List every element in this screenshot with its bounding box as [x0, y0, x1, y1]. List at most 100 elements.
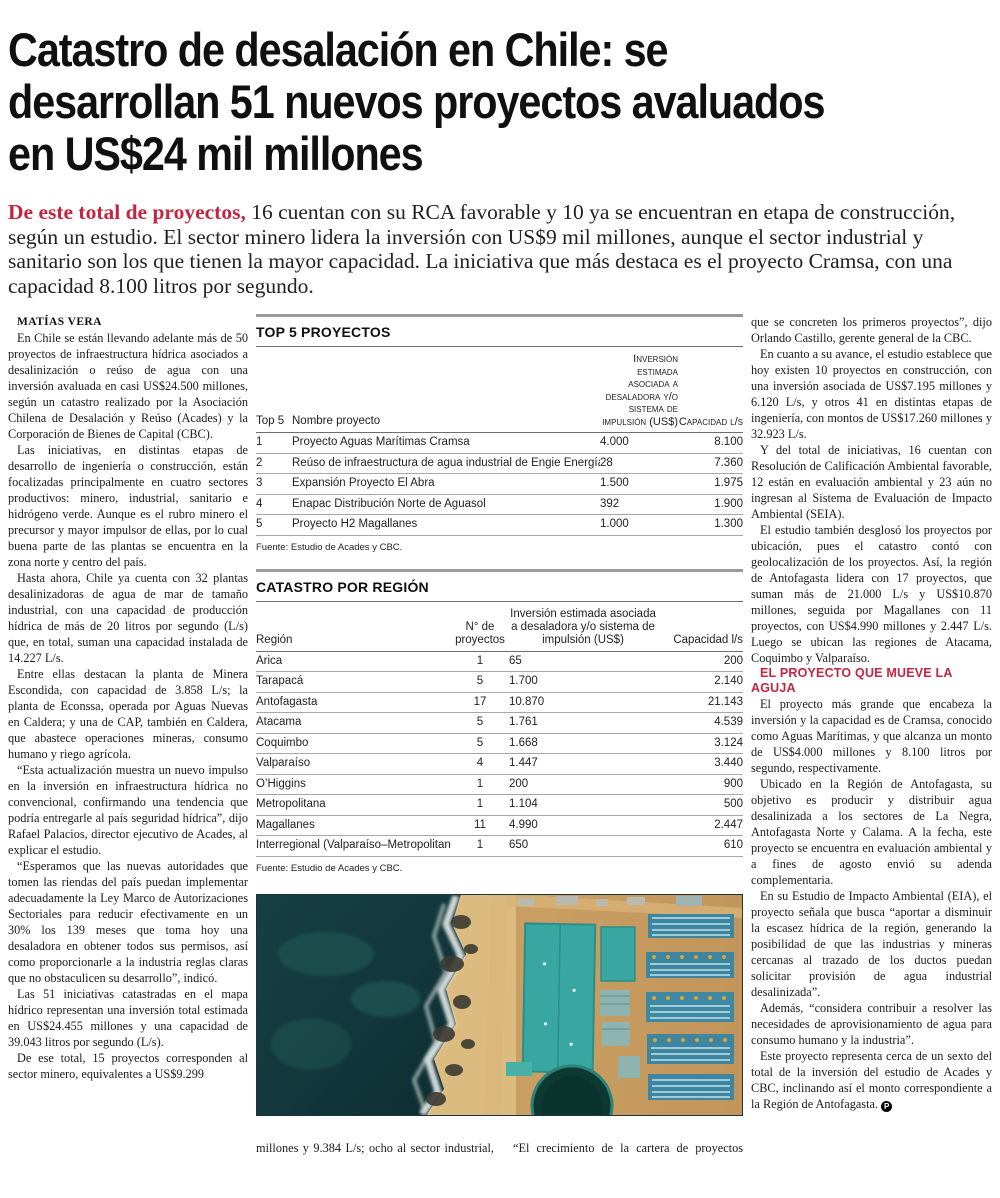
table-row: 5 Proyecto H2 Magallanes 1.000 1.300 — [256, 514, 743, 536]
cell-capacity: 3.440 — [657, 753, 743, 775]
cell-investment: 1.668 — [509, 733, 657, 754]
region-catastro-table: Región N° de proyectos Inversión estimad… — [256, 601, 743, 857]
cell-capacity: 21.143 — [657, 692, 743, 713]
cell-projects: 11 — [451, 815, 509, 836]
headline: Catastro de desalación en Chile: se desa… — [8, 24, 992, 180]
article-body: MATÍAS VERA En Chile se están llevando a… — [8, 314, 992, 1156]
cell-investment: 1.761 — [509, 712, 657, 734]
cell-name: Reúso de infraestructura de agua industr… — [292, 453, 600, 474]
cell-capacity: 3.124 — [657, 733, 743, 754]
left-column: MATÍAS VERA En Chile se están llevando a… — [8, 314, 248, 1156]
cell-capacity: 610 — [657, 835, 743, 857]
article-end-icon: P — [881, 1101, 893, 1112]
cell-name: Enapac Distribución Norte de Aguasol — [292, 494, 600, 515]
top5-projects-box: TOP 5 PROYECTOS Top 5 Nombre proyecto In… — [256, 314, 743, 553]
headline-line: desarrollan 51 nuevos proyectos avaluado… — [8, 75, 825, 128]
cell-rank: 2 — [256, 453, 292, 474]
cell-projects: 1 — [451, 774, 509, 795]
cell-investment: 1.500 — [600, 473, 678, 495]
cell-capacity: 1.300 — [678, 514, 743, 536]
cell-region: O’Higgins — [256, 774, 451, 795]
table-row: Arica 1 65 200 — [256, 651, 743, 672]
body-paragraph: El estudio también desglosó los proyecto… — [751, 523, 992, 665]
cell-investment: 650 — [509, 835, 657, 857]
table-source: Fuente: Estudio de Acades y CBC. — [256, 541, 403, 553]
cell-projects: 5 — [451, 671, 509, 693]
body-paragraph: En su Estudio de Impacto Ambiental (EIA)… — [751, 889, 992, 999]
cell-projects: 4 — [451, 753, 509, 775]
cell-investment: 392 — [600, 494, 678, 515]
top5-header-rank: Top 5 — [256, 347, 292, 433]
cell-projects: 1 — [451, 651, 509, 672]
cell-rank: 4 — [256, 494, 292, 515]
cell-capacity: 8.100 — [678, 432, 743, 454]
cell-region: Interregional (Valparaíso–Metropolitana) — [256, 835, 451, 857]
top5-header-name: Nombre proyecto — [292, 347, 600, 433]
cell-region: Coquimbo — [256, 733, 451, 754]
cell-name: Expansión Proyecto El Abra — [292, 473, 600, 495]
body-paragraph: Y del total de iniciativas, 16 cuentan c… — [751, 443, 992, 521]
cell-name: Proyecto H2 Magallanes — [292, 514, 600, 536]
lede-body: 16 cuentan con su RCA favorable y 10 ya … — [8, 200, 956, 298]
cell-region: Magallanes — [256, 815, 451, 836]
table-row: Metropolitana 1 1.104 500 — [256, 794, 743, 816]
mid-bottom-col1: millones y 9.384 L/s; ocho al sector ind… — [256, 1140, 494, 1157]
cell-capacity: 7.360 — [678, 453, 743, 474]
cell-investment: 1.104 — [509, 794, 657, 816]
cell-investment: 28 — [600, 453, 678, 474]
headline-line: Catastro de desalación en Chile: se — [8, 23, 669, 76]
cell-region: Arica — [256, 651, 451, 672]
cell-projects: 1 — [451, 835, 509, 857]
body-paragraph: “Esperamos que las nuevas autoridades qu… — [8, 859, 248, 985]
body-paragraph: Las 51 iniciativas catastradas en el map… — [8, 987, 248, 1049]
region-header-projects: N° de proyectos — [451, 601, 509, 652]
cell-capacity: 1.975 — [678, 473, 743, 495]
table-row: 4 Enapac Distribución Norte de Aguasol 3… — [256, 494, 743, 515]
table-row: Antofagasta 17 10.870 21.143 — [256, 692, 743, 713]
cell-investment: 10.870 — [509, 692, 657, 713]
body-paragraph: Ubicado en la Región de Antofagasta, su … — [751, 777, 992, 887]
region-table-title: CATASTRO POR REGIÓN — [256, 568, 743, 602]
table-source: Fuente: Estudio de Acades y CBC. — [256, 862, 403, 874]
byline: MATÍAS VERA — [17, 316, 102, 328]
cell-rank: 3 — [256, 473, 292, 495]
cell-capacity: 500 — [657, 794, 743, 816]
table-row: Magallanes 11 4.990 2.447 — [256, 815, 743, 836]
table-row: Interregional (Valparaíso–Metropolitana)… — [256, 835, 743, 857]
body-paragraph: Entre ellas destacan la planta de Minera… — [8, 667, 248, 761]
cell-region: Metropolitana — [256, 794, 451, 816]
top5-table-title: TOP 5 PROYECTOS — [256, 314, 743, 347]
table-row: 3 Expansión Proyecto El Abra 1.500 1.975 — [256, 473, 743, 495]
lede: De este total de proyectos, 16 cuentan c… — [8, 200, 992, 298]
aerial-photo-desalination-plant — [256, 893, 743, 1116]
region-catastro-box: CATASTRO POR REGIÓN Región N° de proyect… — [256, 568, 743, 874]
body-paragraph: El proyecto más grande que encabeza la i… — [751, 697, 992, 775]
cell-capacity: 1.900 — [678, 494, 743, 515]
cell-projects: 5 — [451, 733, 509, 754]
cell-capacity: 4.539 — [657, 712, 743, 734]
headline-line: en US$24 mil millones — [8, 127, 424, 180]
lede-intro: De este total de proyectos, — [8, 200, 246, 224]
cell-investment: 65 — [509, 651, 657, 672]
body-paragraph: Hasta ahora, Chile ya cuenta con 32 plan… — [8, 571, 248, 665]
cell-investment: 4.000 — [600, 432, 678, 454]
cell-projects: 17 — [451, 692, 509, 713]
top5-header-investment: Inversión estimada asociada a desaladora… — [600, 347, 678, 433]
body-paragraph: Además, “considera contribuir a resolver… — [751, 1001, 992, 1047]
body-paragraph: “El crecimiento de la cartera de proyect… — [513, 1140, 743, 1155]
region-header-region: Región — [256, 601, 451, 652]
cell-rank: 1 — [256, 432, 292, 454]
body-paragraph: En cuanto a su avance, el estudio establ… — [751, 347, 992, 441]
body-paragraph: Las iniciativas, en distintas etapas de … — [8, 443, 248, 569]
middle-column: TOP 5 PROYECTOS Top 5 Nombre proyecto In… — [256, 314, 743, 1156]
body-paragraph: “Esta actualización muestra un nuevo imp… — [8, 763, 248, 857]
body-paragraph: De ese total, 15 proyectos corresponden … — [8, 1051, 248, 1081]
table-row: Atacama 5 1.761 4.539 — [256, 712, 743, 734]
cell-capacity: 900 — [657, 774, 743, 795]
cell-region: Antofagasta — [256, 692, 451, 713]
top5-projects-table: Top 5 Nombre proyecto Inversión estimada… — [256, 347, 743, 536]
body-paragraph: millones y 9.384 L/s; ocho al sector ind… — [256, 1140, 494, 1155]
table-row: 2 Reúso de infraestructura de agua indus… — [256, 453, 743, 474]
body-paragraph: que se concreten los primeros proyectos”… — [751, 315, 992, 345]
cell-investment: 1.447 — [509, 753, 657, 775]
